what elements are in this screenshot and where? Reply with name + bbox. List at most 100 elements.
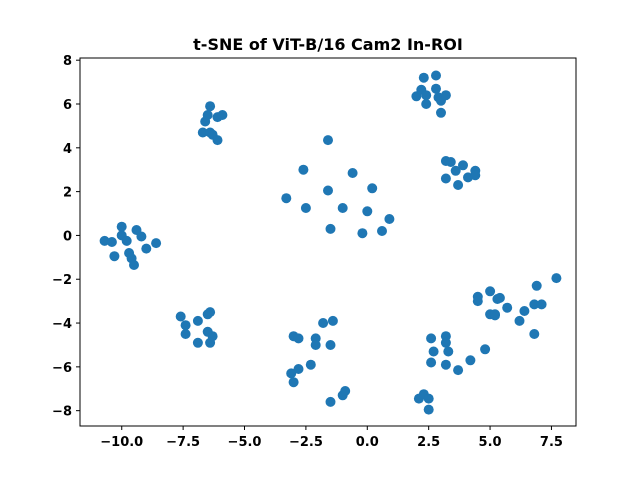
data-point — [445, 157, 456, 167]
x-tick-label: 0.0 — [356, 435, 379, 450]
data-point — [136, 231, 147, 242]
data-point — [453, 180, 464, 190]
data-point — [325, 223, 336, 234]
data-point — [151, 238, 162, 249]
data-point — [458, 160, 468, 171]
data-point — [367, 183, 378, 194]
y-tick-label: −2 — [52, 273, 72, 288]
data-point — [423, 393, 434, 404]
data-point — [300, 203, 311, 213]
x-tick-label: 2.5 — [417, 435, 440, 450]
data-point — [465, 355, 476, 366]
y-tick-label: −4 — [52, 317, 72, 332]
data-point — [141, 243, 152, 254]
data-point — [377, 226, 387, 236]
data-point — [175, 311, 186, 322]
data-point — [205, 101, 216, 112]
data-point — [357, 228, 368, 239]
x-axis: −10.0 −7.5 −5.0 −2.5 0.0 2.5 5.0 7.5 — [100, 426, 563, 450]
data-point — [431, 83, 441, 94]
data-point — [536, 299, 547, 310]
data-point — [494, 292, 505, 303]
data-point — [325, 396, 336, 407]
data-point — [288, 377, 299, 388]
data-point — [440, 337, 451, 348]
data-point — [180, 329, 191, 339]
data-point — [480, 344, 491, 355]
data-points — [99, 70, 562, 415]
data-point — [426, 357, 437, 368]
data-point — [418, 72, 429, 83]
data-point — [421, 99, 432, 109]
data-point — [490, 309, 500, 320]
data-point — [531, 280, 542, 291]
data-point — [529, 329, 540, 339]
data-point — [337, 203, 348, 213]
data-point — [426, 333, 437, 344]
data-point — [519, 306, 530, 316]
x-tick-label: −5.0 — [228, 435, 262, 450]
data-point — [192, 315, 203, 326]
data-point — [212, 135, 223, 146]
data-point — [323, 135, 333, 146]
data-point — [325, 340, 336, 350]
data-point — [281, 193, 292, 204]
y-tick-label: 6 — [63, 98, 72, 113]
data-point — [318, 318, 329, 328]
data-point — [121, 235, 132, 246]
data-point — [485, 286, 496, 297]
data-point — [327, 315, 338, 326]
data-point — [340, 386, 351, 396]
x-tick-label: −7.5 — [166, 435, 200, 450]
x-tick-label: 5.0 — [479, 435, 502, 450]
data-point — [453, 365, 464, 376]
data-point — [116, 221, 127, 232]
data-point — [293, 364, 304, 374]
data-point — [205, 307, 216, 318]
data-point — [431, 70, 441, 81]
y-tick-label: 8 — [63, 54, 72, 69]
data-point — [106, 237, 117, 247]
y-tick-label: −6 — [52, 361, 72, 376]
data-point — [384, 214, 395, 224]
data-point — [529, 299, 540, 310]
x-tick-label: −10.0 — [100, 435, 143, 450]
data-point — [428, 346, 439, 357]
data-point — [205, 337, 216, 348]
data-point — [423, 404, 434, 415]
data-point — [362, 206, 373, 217]
x-tick-label: 7.5 — [540, 435, 563, 450]
y-tick-label: −8 — [52, 405, 72, 420]
data-point — [129, 260, 139, 270]
data-point — [310, 340, 321, 350]
data-point — [450, 165, 461, 176]
y-tick-label: 0 — [63, 229, 72, 244]
data-point — [443, 346, 454, 357]
data-point — [440, 90, 451, 101]
y-axis: 8 6 4 2 0 −2 −4 −6 −8 — [52, 54, 80, 420]
data-point — [109, 251, 120, 262]
data-point — [470, 170, 481, 181]
data-point — [514, 315, 525, 326]
data-point — [440, 359, 451, 370]
data-point — [305, 359, 316, 370]
y-tick-label: 4 — [63, 142, 72, 157]
data-point — [347, 168, 358, 178]
data-point — [551, 273, 562, 284]
data-point — [293, 333, 304, 344]
data-point — [502, 302, 513, 313]
y-tick-label: 2 — [63, 186, 72, 201]
plot-area — [79, 57, 577, 427]
data-point — [217, 110, 228, 120]
data-point — [421, 90, 432, 101]
x-tick-label: −2.5 — [289, 435, 323, 450]
axes-frame — [79, 57, 577, 427]
data-point — [99, 235, 110, 246]
data-point — [197, 127, 208, 138]
data-point — [180, 320, 191, 331]
data-point — [472, 296, 483, 307]
data-point — [200, 116, 211, 127]
data-point — [286, 368, 297, 379]
